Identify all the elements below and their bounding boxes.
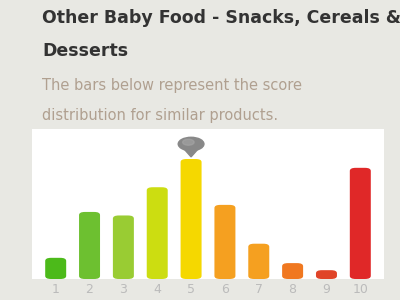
FancyBboxPatch shape (79, 212, 100, 279)
FancyBboxPatch shape (113, 215, 134, 279)
Text: Desserts: Desserts (42, 42, 128, 60)
FancyBboxPatch shape (45, 258, 66, 279)
Text: distribution for similar products.: distribution for similar products. (42, 108, 278, 123)
FancyBboxPatch shape (350, 168, 371, 279)
FancyBboxPatch shape (248, 244, 269, 279)
Text: The bars below represent the score: The bars below represent the score (42, 78, 302, 93)
Circle shape (182, 139, 194, 145)
Circle shape (178, 137, 204, 151)
Polygon shape (183, 147, 200, 157)
FancyBboxPatch shape (180, 159, 202, 279)
Text: Other Baby Food - Snacks, Cereals &: Other Baby Food - Snacks, Cereals & (42, 9, 400, 27)
FancyBboxPatch shape (316, 270, 337, 279)
FancyBboxPatch shape (147, 187, 168, 279)
FancyBboxPatch shape (282, 263, 303, 279)
FancyBboxPatch shape (214, 205, 236, 279)
